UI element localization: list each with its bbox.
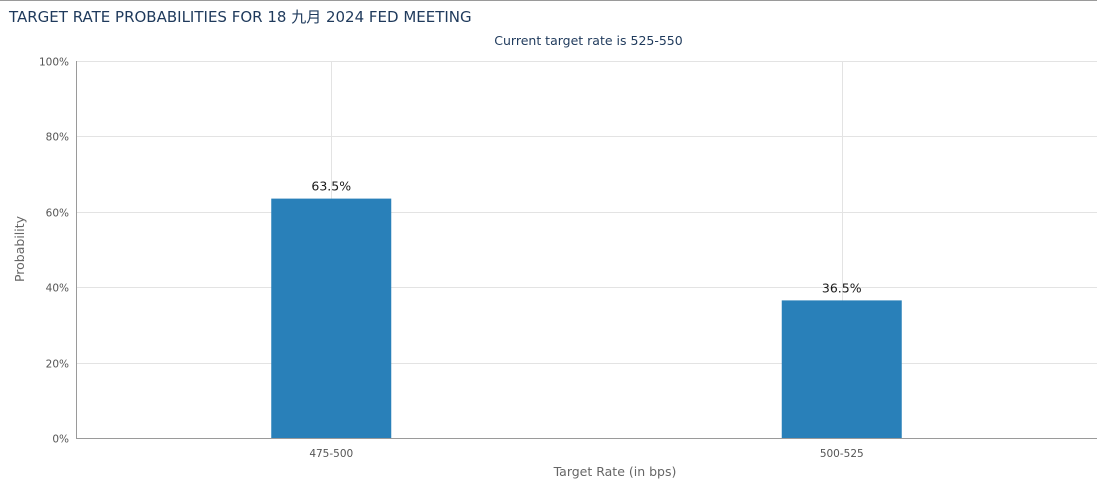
x-tick-label: 500-525	[820, 448, 864, 460]
y-axis-title: Probability	[12, 215, 27, 282]
labels: 0% 20% 40% 60% 80% 100% 63.5% 475-500 36.5% 500-5…	[39, 57, 864, 461]
chart-subtitle: Current target rate is 525-550	[494, 33, 683, 48]
x-tick-label: 475-500	[309, 448, 353, 460]
bar-data-label: 63.5%	[311, 179, 351, 194]
grid-lines	[76, 61, 1097, 438]
top-rule	[0, 0, 1097, 1]
y-tick-label: 40%	[46, 283, 69, 295]
bar-475-500[interactable]	[271, 198, 392, 438]
chart-title: TARGET RATE PROBABILITIES FOR 18 九月 2024…	[9, 8, 472, 26]
bar-500-525[interactable]	[781, 300, 902, 438]
y-tick-label: 0%	[52, 434, 69, 446]
y-tick-label: 60%	[46, 208, 69, 220]
axes	[76, 61, 1097, 439]
bars	[271, 198, 902, 438]
bar-data-label: 36.5%	[822, 280, 862, 295]
y-tick-label: 80%	[46, 132, 69, 144]
x-axis-title: Target Rate (in bps)	[553, 464, 677, 479]
y-tick-label: 20%	[46, 359, 69, 371]
y-tick-label: 100%	[39, 57, 69, 69]
